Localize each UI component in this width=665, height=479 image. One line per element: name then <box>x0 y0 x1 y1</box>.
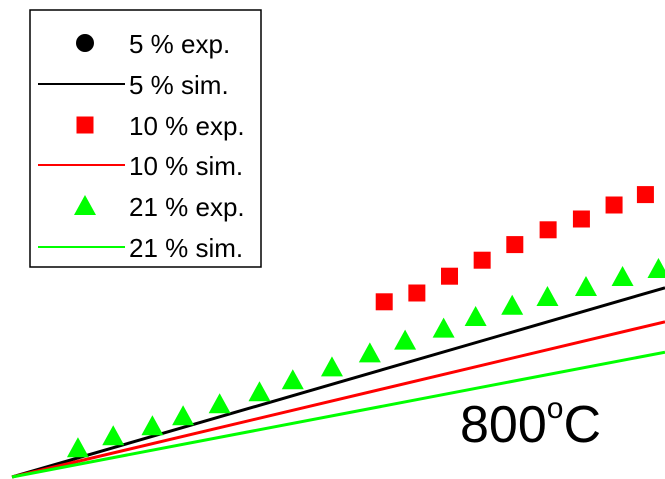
point-21-exp-14 <box>574 276 597 296</box>
point-21-exp-9 <box>394 329 417 350</box>
series-line-10-sim <box>11 320 665 479</box>
legend-symbols <box>38 34 125 248</box>
plot-lines <box>11 286 665 479</box>
point-10-exp-1 <box>408 284 426 302</box>
point-21-exp-6 <box>281 369 304 390</box>
point-10-exp-5 <box>539 221 557 239</box>
temperature-value: 800 <box>460 396 547 454</box>
series-line-5-sim <box>11 286 665 479</box>
point-21-exp-15 <box>611 266 634 286</box>
point-10-exp-0 <box>375 293 393 311</box>
point-21-exp-4 <box>208 393 231 414</box>
legend-label-5-sim: 5 % sim. <box>129 70 229 100</box>
point-10-exp-2 <box>441 267 459 285</box>
point-21-exp-16 <box>647 258 665 278</box>
point-21-exp-12 <box>501 294 524 315</box>
legend-label-5-exp: 5 % exp. <box>129 29 230 59</box>
point-21-exp-5 <box>248 381 271 402</box>
point-21-exp-1 <box>102 425 125 446</box>
point-21-exp-3 <box>172 405 195 426</box>
point-21-exp-8 <box>358 342 381 363</box>
point-10-exp-7 <box>605 196 623 214</box>
legend-frame <box>29 9 262 268</box>
temperature-degree-sup: o <box>547 392 564 425</box>
series-line-21-sim <box>11 350 665 479</box>
legend-label-21-sim: 21 % sim. <box>129 233 243 263</box>
legend-label-21-exp: 21 % exp. <box>129 192 245 222</box>
temperature-unit: C <box>563 396 601 454</box>
point-21-exp-10 <box>432 317 455 338</box>
legend: 5 % exp. 5 % sim. 10 % exp. 10 % sim. 21… <box>29 9 262 268</box>
temperature-label: 800oC <box>460 392 601 454</box>
legend-symbol-5-exp <box>76 34 94 52</box>
plot-markers <box>66 186 665 458</box>
point-21-exp-13 <box>536 286 559 306</box>
legend-label-10-exp: 10 % exp. <box>129 111 245 141</box>
point-10-exp-8 <box>636 186 654 204</box>
point-10-exp-4 <box>506 236 524 254</box>
point-10-exp-6 <box>572 210 590 228</box>
legend-label-10-sim: 10 % sim. <box>129 151 243 181</box>
legend-symbol-21-exp <box>74 195 96 215</box>
point-21-exp-11 <box>464 306 487 326</box>
point-10-exp-3 <box>473 251 491 269</box>
point-21-exp-2 <box>141 415 164 436</box>
point-21-exp-7 <box>320 356 343 377</box>
point-21-exp-0 <box>66 437 89 458</box>
legend-symbol-10-exp <box>76 116 94 134</box>
